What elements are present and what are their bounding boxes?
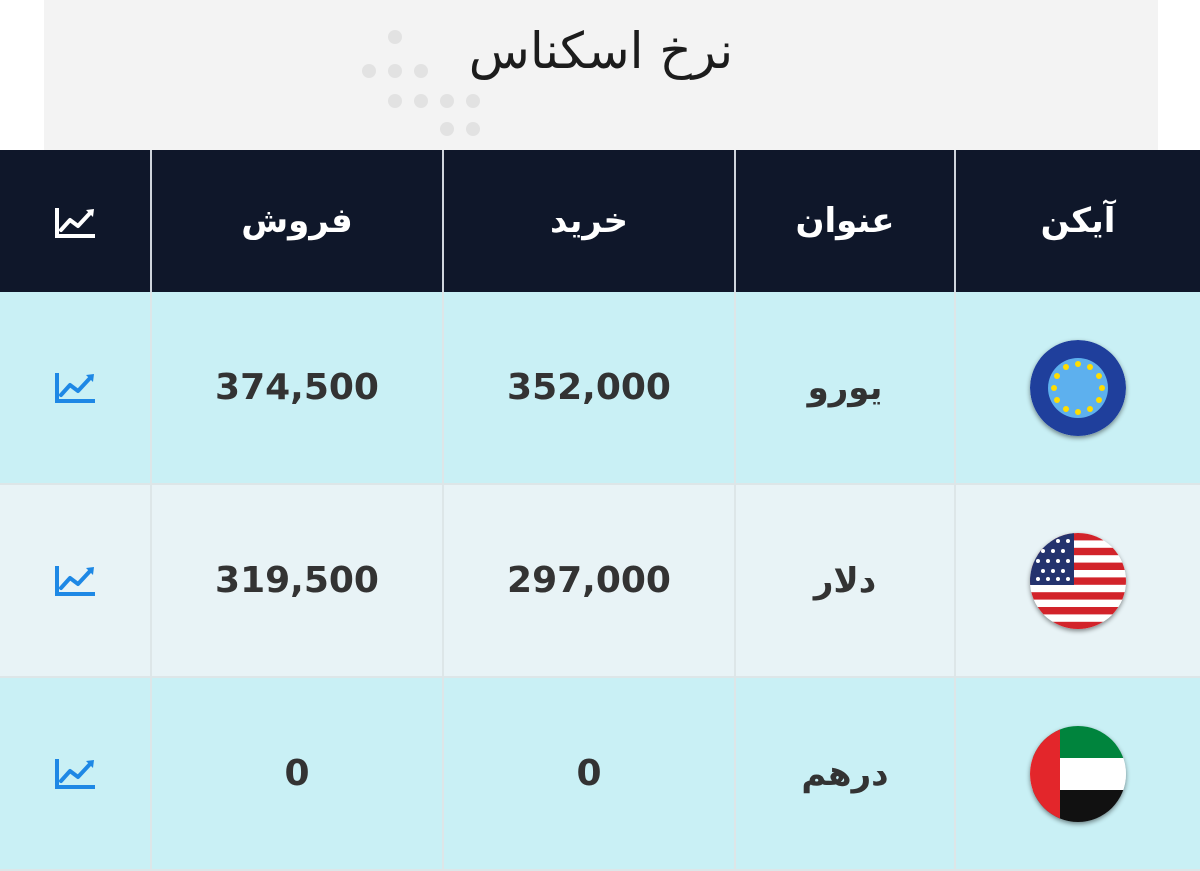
chart-cell[interactable]: [0, 292, 151, 485]
currency-name: دلار: [734, 484, 955, 678]
header-title: عنوان: [734, 150, 955, 292]
buy-price: 0: [442, 677, 735, 871]
us-flag-icon: [1030, 532, 1126, 629]
page-title: نرخ اسکناس: [468, 22, 734, 80]
uae-flag-icon: [1030, 725, 1126, 822]
chart-icon: [53, 206, 97, 240]
flag-cell: [954, 677, 1200, 871]
flag-cell: [954, 484, 1200, 678]
chart-icon[interactable]: [53, 564, 97, 598]
currency-name: یورو: [734, 292, 955, 485]
title-bar: نرخ اسکناس: [44, 0, 1158, 150]
chart-cell[interactable]: [0, 484, 151, 678]
header-chart: [0, 150, 151, 292]
sell-price: 0: [150, 677, 443, 871]
rates-table: آیکن عنوان خرید فروش: [0, 150, 1200, 871]
buy-price: 352,000: [442, 292, 735, 485]
header-buy: خرید: [442, 150, 735, 292]
chart-cell[interactable]: [0, 677, 151, 871]
eu-flag-icon: [1030, 339, 1126, 436]
currency-name: درهم: [734, 677, 955, 871]
header-sell: فروش: [150, 150, 443, 292]
chart-icon[interactable]: [53, 757, 97, 791]
sell-price: 319,500: [150, 484, 443, 678]
sell-price: 374,500: [150, 292, 443, 485]
table-row: درهم 0 0: [0, 677, 1200, 871]
flag-cell: [954, 292, 1200, 485]
watermark-dots: [362, 30, 492, 140]
chart-icon[interactable]: [53, 371, 97, 405]
buy-price: 297,000: [442, 484, 735, 678]
table-row: یورو 352,000 374,500: [0, 292, 1200, 485]
table-row: دلار 297,000 319,500: [0, 484, 1200, 678]
header-icon: آیکن: [954, 150, 1200, 292]
table-header-row: آیکن عنوان خرید فروش: [0, 150, 1200, 292]
